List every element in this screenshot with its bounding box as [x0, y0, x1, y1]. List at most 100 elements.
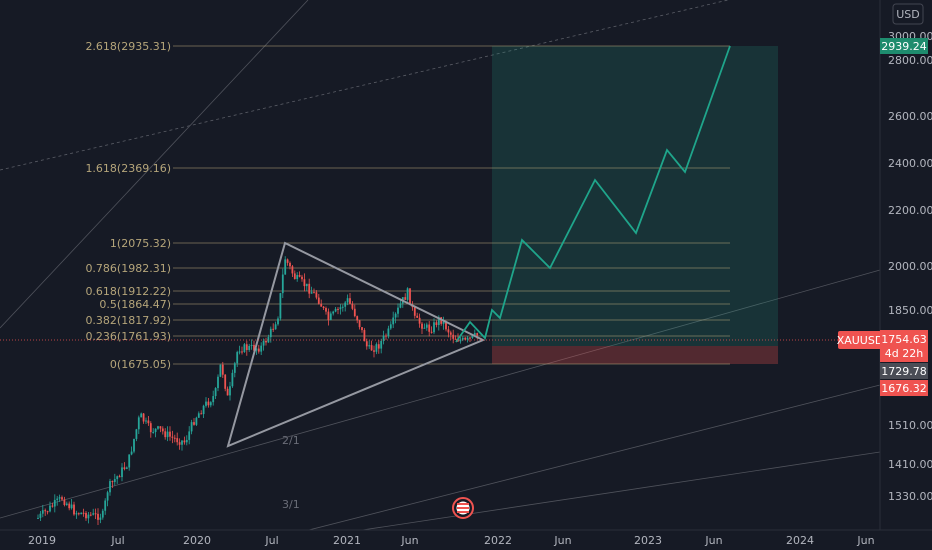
- candlestick-series[interactable]: [37, 256, 479, 526]
- candle-body: [409, 288, 411, 305]
- triangle-pattern[interactable]: [226, 241, 486, 448]
- symbol-tag[interactable]: XAUUSD: [837, 331, 884, 349]
- candle-body: [147, 420, 150, 424]
- candle-body: [185, 439, 188, 443]
- candle-body: [87, 514, 90, 519]
- current-price-tag: 1754.63 4d 22h: [880, 330, 928, 362]
- candle-body: [190, 422, 193, 432]
- candle-body: [305, 283, 308, 287]
- candle-body: [245, 344, 248, 351]
- candle-body: [315, 292, 318, 298]
- candle-body: [382, 335, 385, 341]
- candle-body: [293, 273, 296, 280]
- svg-text:USD: USD: [896, 8, 920, 21]
- candle-body: [212, 396, 215, 403]
- time-tick-label: Jun: [856, 534, 874, 547]
- candle-body: [94, 513, 97, 515]
- candle-body: [349, 298, 351, 304]
- candle-body: [461, 337, 464, 340]
- candle-body: [399, 303, 402, 308]
- candle-body: [353, 308, 356, 317]
- time-tick-label: 2019: [28, 534, 56, 547]
- candle-body: [197, 413, 200, 418]
- price-tick-label: 2600.00: [888, 110, 932, 123]
- candle-body: [111, 481, 114, 483]
- us-flag-icon[interactable]: [452, 497, 474, 519]
- candle-body: [425, 324, 428, 328]
- candle-body: [80, 512, 83, 515]
- candle-body: [310, 292, 313, 294]
- candle-body: [303, 279, 306, 287]
- candle-body: [121, 467, 123, 478]
- candle-body: [243, 344, 246, 353]
- price-axis[interactable]: [880, 0, 932, 530]
- candle-body: [61, 497, 63, 500]
- time-axis[interactable]: [0, 530, 932, 550]
- fib-level-label: 0(1675.05): [110, 358, 171, 371]
- candle-body: [476, 333, 479, 336]
- gann-fan-line[interactable]: [0, 269, 881, 519]
- fib-level-label: 2.618(2935.31): [85, 40, 171, 53]
- candle-body: [370, 345, 373, 351]
- candle-body: [164, 431, 167, 438]
- profit-zone[interactable]: [492, 46, 778, 346]
- candle-body: [173, 437, 176, 439]
- time-tick-label: 2024: [786, 534, 814, 547]
- currency-button[interactable]: USD: [892, 3, 924, 25]
- candle-body: [344, 302, 347, 307]
- candle-body: [389, 324, 392, 329]
- candle-body: [339, 307, 342, 310]
- candle-body: [233, 363, 236, 373]
- candle-body: [380, 340, 383, 349]
- candle-body: [337, 308, 339, 310]
- price-tick-label: 2800.00: [888, 54, 932, 67]
- candle-body: [37, 517, 39, 519]
- fibonacci-extension[interactable]: 2.618(2935.31) 1.618(2369.16) 1(2075.32) 0.…: [85, 40, 730, 371]
- candle-body: [214, 388, 217, 397]
- candle-body: [325, 308, 327, 312]
- candle-body: [286, 259, 289, 263]
- time-tick-label: 2023: [634, 534, 662, 547]
- candle-body: [161, 428, 164, 432]
- candle-body: [171, 436, 174, 438]
- candle-body: [269, 328, 272, 338]
- candle-body: [442, 321, 445, 324]
- candle-body: [116, 476, 119, 480]
- dashed-trendline[interactable]: [0, 0, 729, 171]
- projection-path[interactable]: [455, 45, 731, 343]
- candle-body: [75, 513, 78, 515]
- candle-body: [149, 423, 152, 433]
- candle-body: [284, 259, 287, 275]
- candle-body: [332, 311, 335, 314]
- candle-body: [291, 266, 294, 274]
- candle-body: [159, 426, 162, 429]
- candle-body: [236, 352, 239, 364]
- candle-body: [447, 329, 450, 333]
- candle-body: [255, 348, 258, 351]
- candle-body: [157, 426, 159, 429]
- fib-level-label: 0.5(1864.47): [99, 298, 171, 311]
- candle-body: [394, 313, 397, 318]
- candle-body: [63, 499, 66, 505]
- candle-body: [145, 420, 147, 422]
- candle-body: [334, 308, 337, 312]
- candle-body: [459, 339, 462, 342]
- candle-body: [193, 422, 195, 425]
- loss-zone[interactable]: [492, 346, 778, 364]
- price-tick-label: 1850.00: [888, 304, 932, 317]
- gann-fan-line[interactable]: [229, 384, 881, 550]
- candle-body: [445, 321, 447, 330]
- candle-body: [89, 514, 92, 516]
- candle-body: [329, 313, 332, 320]
- candle-body: [73, 504, 75, 515]
- candle-body: [373, 350, 375, 352]
- candle-body: [58, 497, 61, 499]
- candle-body: [130, 451, 133, 455]
- gann-fan-line[interactable]: [0, 0, 309, 329]
- candle-body: [351, 303, 354, 309]
- candle-body: [219, 364, 222, 377]
- candle-body: [392, 317, 395, 325]
- candle-body: [77, 513, 80, 515]
- candle-body: [241, 351, 243, 353]
